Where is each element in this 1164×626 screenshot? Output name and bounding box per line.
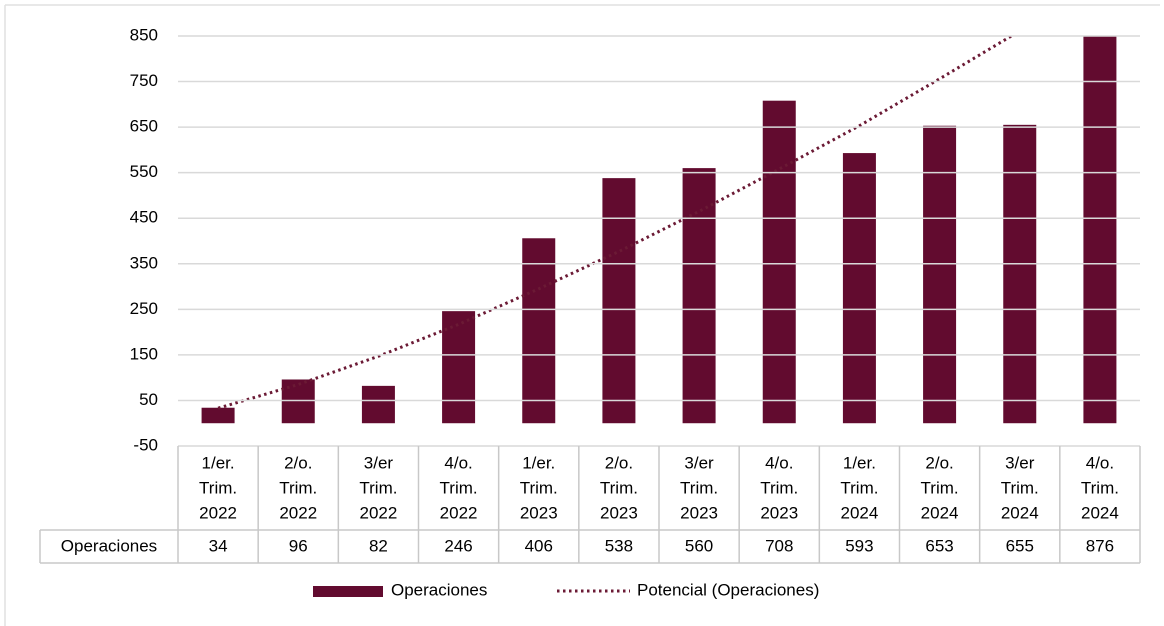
y-tick-label: 850 bbox=[130, 25, 158, 44]
x-tick-label: Trim. bbox=[520, 478, 558, 497]
table-value: 96 bbox=[289, 536, 308, 555]
x-tick-label: Trim. bbox=[199, 478, 237, 497]
y-tick-label: 650 bbox=[130, 117, 158, 136]
bar bbox=[522, 238, 556, 424]
x-tick-label: 2023 bbox=[760, 503, 798, 522]
x-tick-label: 4/o. bbox=[765, 453, 793, 472]
legend-label: Operaciones bbox=[391, 580, 487, 599]
table-value: 406 bbox=[525, 536, 553, 555]
y-tick-label: -50 bbox=[133, 435, 158, 454]
bar bbox=[1003, 124, 1037, 424]
table-row-label: Operaciones bbox=[61, 536, 157, 555]
table-value: 655 bbox=[1006, 536, 1034, 555]
bar bbox=[842, 153, 876, 424]
table-value: 82 bbox=[369, 536, 388, 555]
x-tick-label: 2022 bbox=[199, 503, 237, 522]
bar bbox=[923, 125, 957, 424]
trend-line bbox=[217, 36, 1015, 410]
x-tick-label: 1/er. bbox=[522, 453, 555, 472]
x-tick-label: Trim. bbox=[279, 478, 317, 497]
x-tick-label: 2024 bbox=[921, 503, 959, 522]
bar bbox=[762, 100, 796, 424]
x-tick-label: 2/o. bbox=[284, 453, 312, 472]
x-tick-label: Trim. bbox=[1081, 478, 1119, 497]
x-tick-label: 4/o. bbox=[444, 453, 472, 472]
y-tick-label: 750 bbox=[130, 71, 158, 90]
x-tick-label: 2023 bbox=[680, 503, 718, 522]
x-tick-label: Trim. bbox=[680, 478, 718, 497]
bar bbox=[1083, 36, 1117, 424]
x-tick-label: 2/o. bbox=[605, 453, 633, 472]
x-tick-label: 2024 bbox=[1081, 503, 1119, 522]
bar bbox=[602, 178, 636, 424]
x-tick-label: 2024 bbox=[841, 503, 879, 522]
x-tick-label: 2022 bbox=[360, 503, 398, 522]
table-value: 876 bbox=[1086, 536, 1114, 555]
x-tick-label: 2/o. bbox=[925, 453, 953, 472]
legend-label: Potencial (Operaciones) bbox=[637, 580, 819, 599]
plot-area bbox=[201, 36, 1117, 424]
y-tick-label: 550 bbox=[130, 162, 158, 181]
x-tick-label: 3/er bbox=[1005, 453, 1035, 472]
bar bbox=[442, 311, 476, 424]
table-value: 246 bbox=[444, 536, 472, 555]
x-tick-label: Trim. bbox=[359, 478, 397, 497]
x-tick-label: 4/o. bbox=[1086, 453, 1114, 472]
y-tick-label: 350 bbox=[130, 253, 158, 272]
bar bbox=[201, 407, 235, 424]
x-tick-label: 2023 bbox=[600, 503, 638, 522]
table-value: 538 bbox=[605, 536, 633, 555]
bar bbox=[281, 379, 315, 424]
x-tick-label: Trim. bbox=[840, 478, 878, 497]
x-tick-label: Trim. bbox=[1001, 478, 1039, 497]
table-value: 560 bbox=[685, 536, 713, 555]
bar bbox=[361, 385, 395, 424]
x-tick-label: 2022 bbox=[440, 503, 478, 522]
table-value: 708 bbox=[765, 536, 793, 555]
table-value: 653 bbox=[925, 536, 953, 555]
y-tick-label: 50 bbox=[139, 390, 158, 409]
x-tick-label: 1/er. bbox=[843, 453, 876, 472]
x-tick-label: Trim. bbox=[921, 478, 959, 497]
table-value: 593 bbox=[845, 536, 873, 555]
x-tick-label: 2024 bbox=[1001, 503, 1039, 522]
x-tick-label: 2023 bbox=[520, 503, 558, 522]
x-tick-label: Trim. bbox=[600, 478, 638, 497]
x-tick-label: 2022 bbox=[279, 503, 317, 522]
y-tick-label: 150 bbox=[130, 344, 158, 363]
x-tick-label: Trim. bbox=[760, 478, 798, 497]
x-tick-label: 3/er bbox=[684, 453, 714, 472]
y-tick-label: 450 bbox=[130, 208, 158, 227]
x-tick-label: 1/er. bbox=[202, 453, 235, 472]
x-tick-label: 3/er bbox=[364, 453, 394, 472]
x-tick-label: Trim. bbox=[440, 478, 478, 497]
bar bbox=[682, 168, 716, 424]
table-value: 34 bbox=[209, 536, 228, 555]
y-tick-label: 250 bbox=[130, 299, 158, 318]
legend-swatch bbox=[313, 586, 383, 597]
